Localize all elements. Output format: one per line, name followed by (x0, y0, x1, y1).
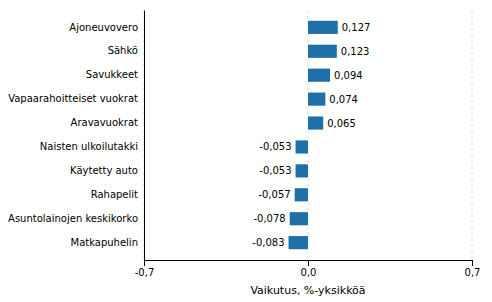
y-tick: Ajoneuvovero (69, 22, 144, 33)
data-label: -0,053 (259, 141, 291, 152)
x-tick: 0,0 (301, 260, 317, 278)
y-tick-label: Asuntolainojen keskikorko (8, 213, 138, 224)
data-label: -0,078 (253, 213, 285, 224)
y-axis: Matkapuhelin Asuntolainojen keskikorko Rah… (8, 11, 144, 261)
x-tick-mark (308, 260, 309, 266)
x-tick: -0,7 (135, 260, 155, 278)
x-tick-mark (144, 260, 145, 266)
bar (290, 212, 308, 225)
bar (289, 236, 308, 249)
y-tick: Vapaarahoitteiset vuokrat (8, 93, 144, 104)
x-axis: -0,7 0,0 0,7 (135, 260, 481, 278)
y-tick-label: Savukkeet (86, 69, 138, 80)
chart: -0,083 -0,078 -0,057 -0,053 -0,053 0,065 0,074… (0, 0, 492, 302)
x-tick-label: -0,7 (135, 267, 155, 278)
plot: -0,083 -0,078 -0,057 -0,053 -0,053 0,065 0,074… (8, 10, 480, 297)
x-tick-label: 0,7 (465, 267, 481, 278)
y-tick-label: Aravavuokrat (71, 117, 139, 128)
y-tick-label: Vapaarahoitteiset vuokrat (8, 93, 138, 104)
y-tick-label: Rahapelit (91, 189, 138, 200)
bar (296, 164, 308, 177)
x-axis-line (145, 261, 473, 267)
bar (295, 188, 308, 201)
bar (296, 140, 308, 153)
y-tick: Matkapuhelin (71, 237, 145, 248)
data-label: -0,057 (258, 189, 290, 200)
data-label: -0,083 (252, 237, 284, 248)
y-tick: Aravavuokrat (71, 117, 144, 128)
data-label: 0,094 (334, 70, 363, 81)
bar (308, 45, 337, 58)
y-tick: Rahapelit (91, 189, 144, 200)
data-labels: -0,083 -0,078 -0,057 -0,053 -0,053 0,065 0,074… (252, 22, 370, 248)
x-axis-title: Vaikutus, %-yksikköä (250, 284, 365, 297)
data-label: 0,065 (327, 118, 356, 129)
x-tick: 0,7 (465, 260, 481, 278)
y-tick-label: Käytetty auto (70, 165, 138, 176)
y-tick: Sähkö (108, 45, 144, 56)
y-tick-label: Sähkö (108, 45, 138, 56)
bar (308, 116, 323, 129)
y-tick: Savukkeet (86, 69, 144, 80)
data-label: 0,123 (341, 46, 370, 57)
grid (144, 10, 472, 260)
bar (308, 93, 325, 106)
x-tick-label: 0,0 (301, 267, 317, 278)
y-tick-label: Matkapuhelin (71, 237, 139, 248)
y-tick: Asuntolainojen keskikorko (8, 213, 144, 224)
data-label: 0,074 (329, 94, 358, 105)
bar (308, 21, 338, 34)
y-tick-label: Naisten ulkoilutakki (40, 141, 138, 152)
grid-line (144, 10, 145, 260)
y-tick: Käytetty auto (70, 165, 144, 176)
bars (289, 21, 338, 249)
data-label: 0,127 (342, 22, 371, 33)
y-tick-label: Ajoneuvovero (69, 22, 138, 33)
x-tick-mark (472, 260, 473, 266)
grid-line (472, 10, 473, 260)
y-axis-line (144, 11, 145, 261)
data-label: -0,053 (259, 165, 291, 176)
bar (308, 69, 330, 82)
y-tick: Naisten ulkoilutakki (40, 141, 144, 152)
